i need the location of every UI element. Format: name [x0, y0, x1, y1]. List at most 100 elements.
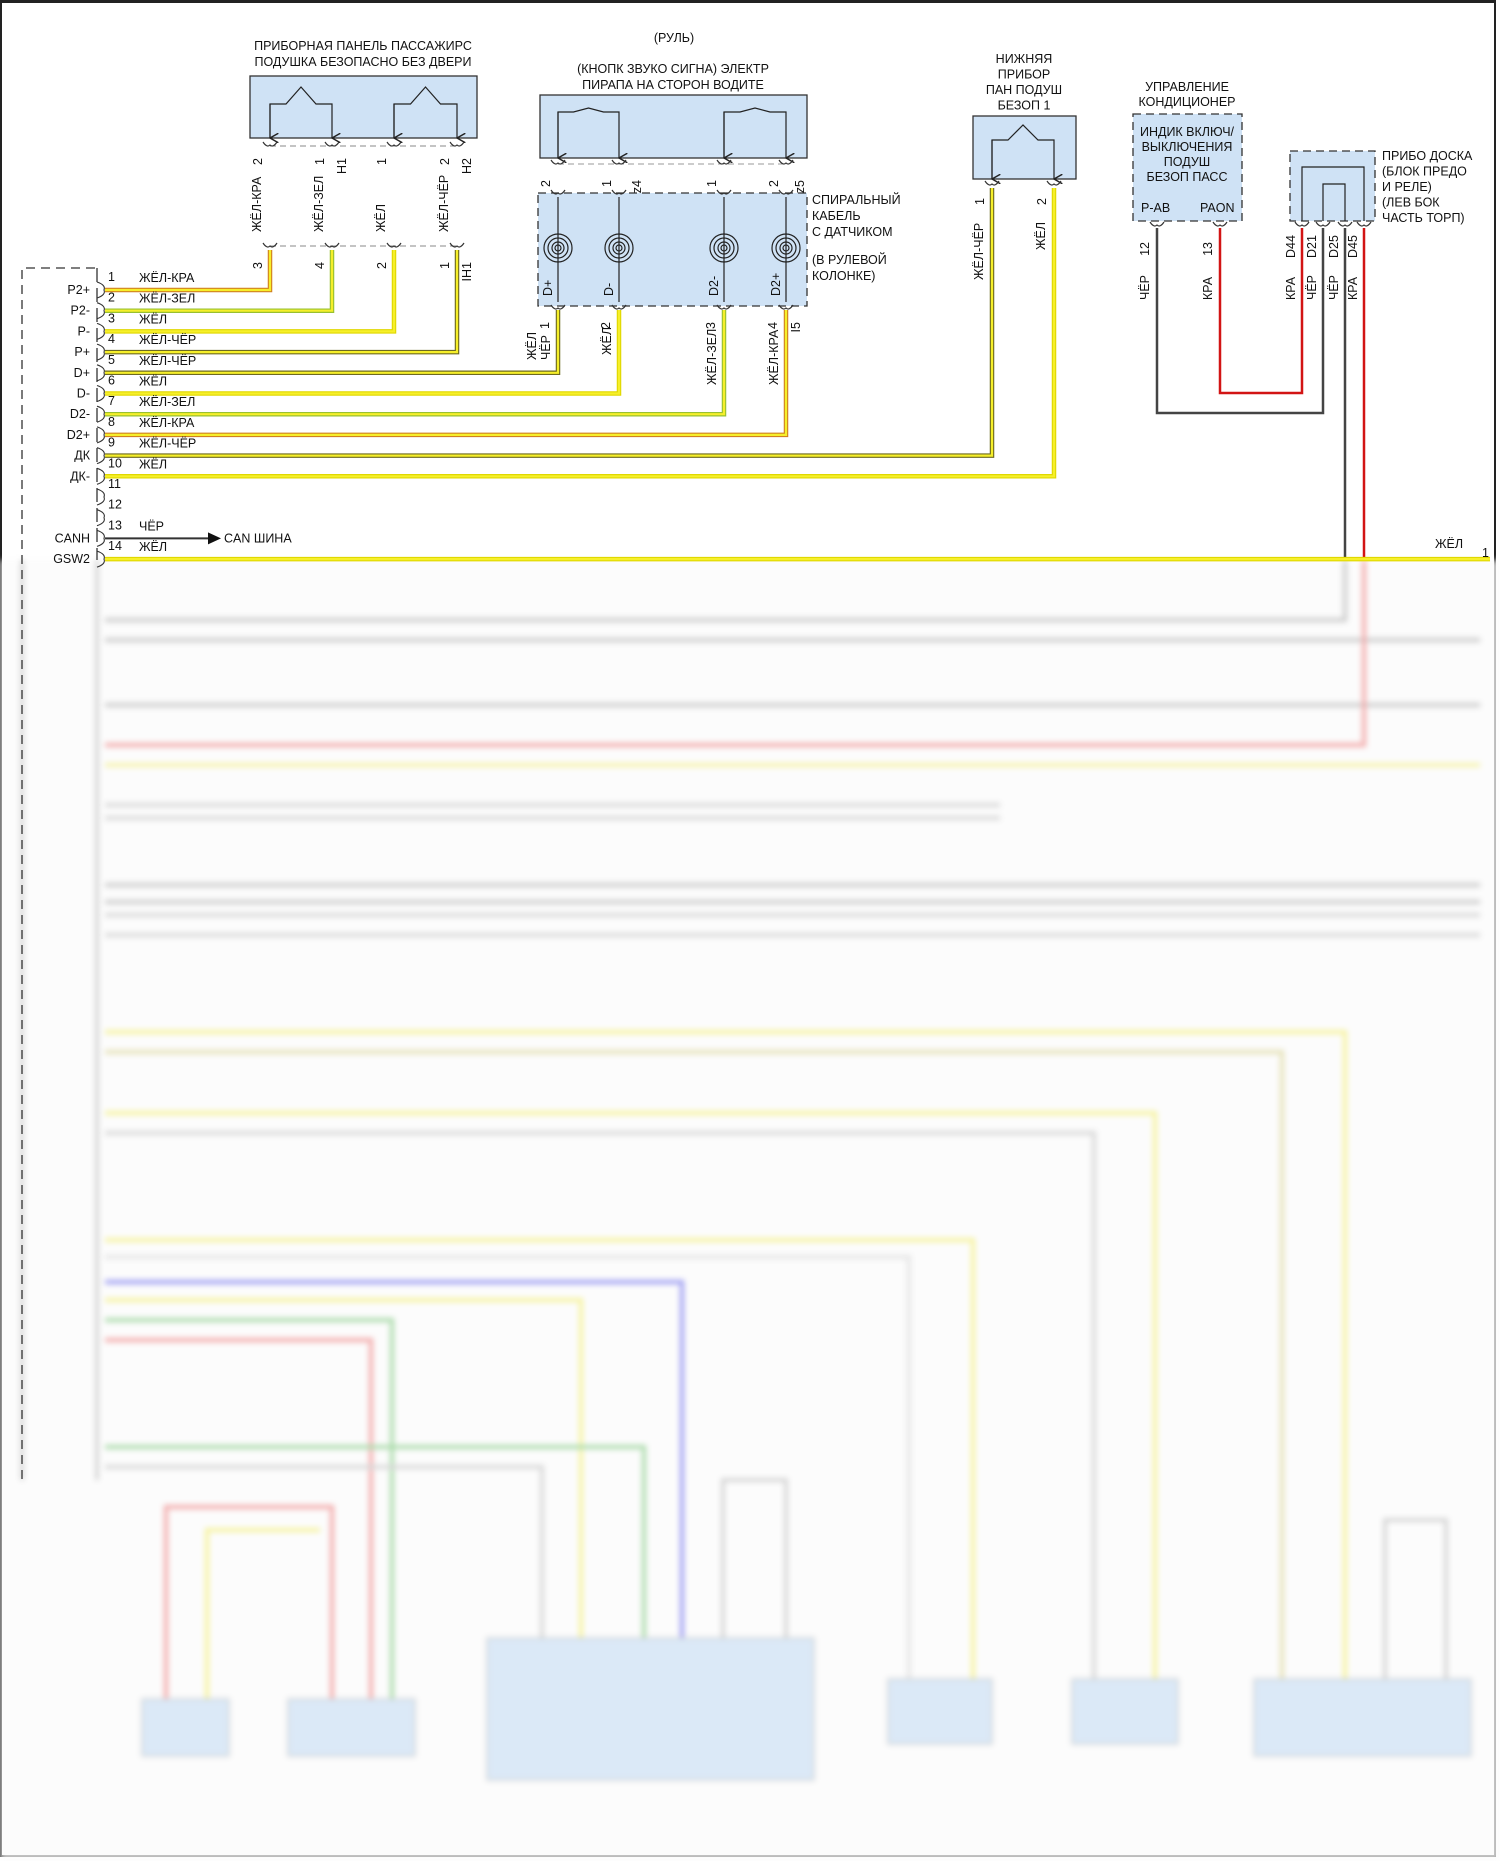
ac-control-title: УПРАВЛЕНИЕ: [1145, 80, 1229, 94]
blurred-wire: [105, 1255, 911, 1679]
pin-number: 7: [108, 394, 115, 408]
connector-pin: [96, 426, 105, 444]
connector-pin: [96, 302, 105, 320]
driver-airbag-box: [539, 94, 808, 159]
connector-pin: [611, 304, 627, 310]
terminal-label: D-: [602, 283, 616, 296]
connector-pin: [96, 405, 105, 423]
connector-id: z5: [793, 180, 807, 193]
connector-pin: [550, 189, 566, 195]
connector-pin: [778, 189, 794, 195]
pin-number: 10: [108, 456, 122, 470]
wire-color-label: ЖЁЛ-ЧЁР: [972, 223, 986, 280]
wire-color-label: ЖЁЛ-ЗЕЛ: [139, 395, 195, 409]
terminal-label: D2-: [707, 276, 721, 296]
wire-color-label: КРА: [1284, 276, 1298, 300]
pin-number: 2: [251, 158, 265, 165]
blurred-wire: [105, 1111, 1157, 1679]
pin-number: 1: [600, 180, 614, 187]
pin-number: 3: [704, 322, 718, 329]
blurred-wire: [105, 1280, 684, 1638]
connector-pin: [262, 242, 278, 248]
connector-pin: [550, 159, 566, 165]
wire-color-label: ЧЁР: [1138, 275, 1152, 300]
pin-number: 8: [108, 415, 115, 429]
wire-color-label: КРА: [1346, 276, 1360, 300]
knee-airbag-box: [972, 115, 1077, 180]
instrument-panel-label: (БЛОК ПРЕДО: [1382, 165, 1467, 179]
clock-spring-label: КОЛОНКЕ): [812, 269, 875, 283]
blurred-component-box: [287, 1698, 416, 1757]
wire-color-label: ЖЁЛ: [139, 540, 167, 554]
pin-number: 1: [973, 198, 987, 205]
wire-color-label: ЖЁЛ: [139, 312, 167, 326]
connector-pin: [96, 447, 105, 465]
blurred-wire: [105, 1238, 975, 1679]
wire-color-label: ЖЁЛ-ЧЁР: [139, 333, 196, 347]
terminal-label: P+: [74, 345, 90, 359]
junction-link-inner: [1322, 183, 1346, 221]
passenger-airbag-title: ПРИБОРНАЯ ПАНЕЛЬ ПАССАЖИРС: [254, 39, 472, 53]
blurred-component-box: [141, 1698, 230, 1757]
terminal-label: CANH: [55, 531, 90, 545]
blurred-wire: [721, 1478, 788, 1638]
spiral-icon: [615, 244, 623, 252]
passenger-airbag-box: [249, 75, 478, 139]
wire-color-label: ЖЁЛ: [1435, 537, 1463, 551]
clock-spring-label: КАБЕЛЬ: [812, 209, 861, 223]
connector-id: I5: [789, 322, 803, 332]
wire-color-label: ЖЁЛ-ЗЕЛ: [139, 292, 195, 306]
pin-number: D25: [1327, 235, 1341, 258]
connector-pin: [96, 384, 105, 403]
terminal-label: P-: [78, 324, 91, 338]
connector-pin: [96, 281, 105, 299]
ac-control-box: [1132, 113, 1243, 222]
spiral-icon: [720, 244, 728, 252]
horn-title: ПИРАПА НА СТОРОН ВОДИТЕ: [582, 78, 764, 92]
pin-number: 3: [108, 311, 115, 325]
wire-color-label: ЧЁР: [1305, 275, 1319, 300]
pin-number: 1: [1482, 546, 1489, 560]
junction-link-outer: [1301, 166, 1365, 221]
pin-number: 2: [1035, 198, 1049, 205]
connector-pin: [96, 488, 105, 506]
connector-pin: [324, 141, 340, 147]
pin-number: 13: [108, 518, 122, 532]
spiral-icon: [771, 233, 801, 263]
wire-row-6-core: [105, 310, 621, 395]
wire-row-3-core: [105, 250, 396, 333]
spiral-icon: [604, 233, 634, 263]
blurred-wire: [105, 1445, 646, 1638]
connector-pin: [386, 141, 402, 147]
pin-number: 12: [108, 498, 122, 512]
blurred-component-box: [887, 1678, 993, 1745]
blurred-wire: [205, 1528, 320, 1699]
connector-pin: [1046, 180, 1062, 186]
connector-id: H1: [335, 158, 349, 174]
instrument-panel-label: ПРИБО ДОСКА: [1382, 149, 1473, 163]
wire-row-5-core: [105, 310, 560, 374]
terminal-label: P2+: [67, 283, 90, 297]
clock-spring-label: (В РУЛЕВОЙ: [812, 252, 887, 267]
ac-control-title: КОНДИЦИОНЕР: [1139, 95, 1236, 109]
wire-color-label: ЖЁЛ-ЧЁР: [139, 354, 196, 368]
passenger-airbag-title: ПОДУШКА БЕЗОПАСНО БЕЗ ДВЕРИ: [255, 55, 472, 69]
blurred-wire: [105, 1318, 394, 1699]
horn-title: (КНОПК ЗВУКО СИГНА) ЭЛЕКТР: [577, 62, 769, 76]
ac-indicator-label: БЕЗОП ПАСС: [1147, 170, 1228, 184]
pin-number: 6: [108, 374, 115, 388]
wire-color-label: ЖЁЛ-КРА: [250, 176, 264, 232]
connector-pin: [1149, 221, 1165, 227]
pin-number: 1: [705, 180, 719, 187]
connector-pin: [386, 242, 402, 248]
wire-row-9-core: [105, 188, 994, 457]
connector-pin: [550, 304, 566, 310]
pin-number: D21: [1305, 235, 1319, 258]
spiral-icon: [543, 233, 573, 263]
blurred-wire: [164, 1505, 334, 1699]
terminal-label: D2+: [67, 428, 90, 442]
ac-indicator-label: ИНДИК ВКЛЮЧ/: [1140, 125, 1235, 139]
blurred-lower-diagram: [0, 560, 1500, 1861]
pin-number: 1: [538, 322, 552, 329]
wire-color-label: ЖЁЛ: [525, 332, 539, 360]
